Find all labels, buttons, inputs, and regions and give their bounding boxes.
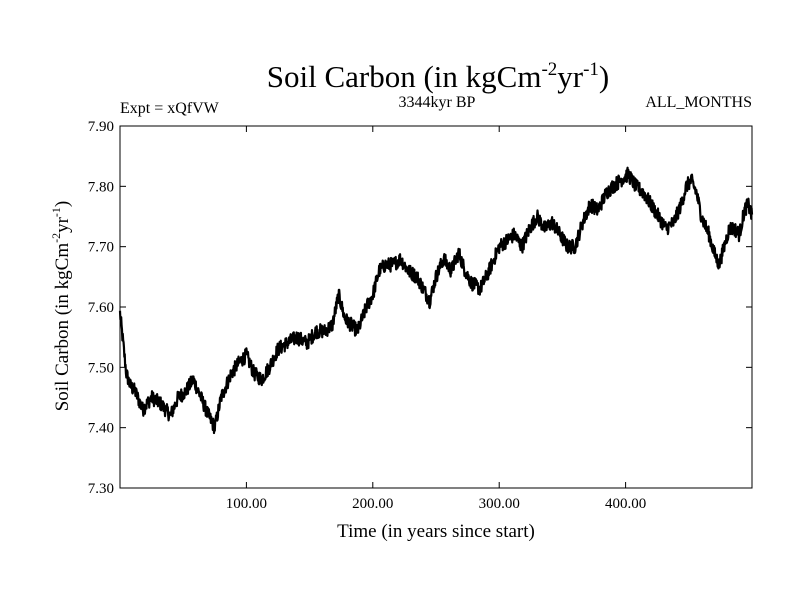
x-tick-label-2: 300.00 — [479, 496, 520, 512]
months-label: ALL_MONTHS — [645, 94, 752, 111]
plot-frame — [119, 125, 753, 489]
x-tick-label-3: 400.00 — [605, 496, 646, 512]
y-tick-label-6: 7.90 — [88, 119, 114, 135]
y-tick-label-1: 7.40 — [88, 421, 114, 437]
x-tick-label-0: 100.00 — [226, 496, 267, 512]
y-tick-label-0: 7.30 — [88, 481, 114, 497]
y-tick-label-4: 7.70 — [88, 240, 114, 256]
x-axis-ticks: 100.00 200.00 300.00 400.00 — [226, 126, 646, 512]
y-tick-label-2: 7.50 — [88, 360, 114, 376]
x-tick-label-1: 200.00 — [352, 496, 393, 512]
series-layer — [118, 166, 754, 435]
y-axis-label: Soil Carbon (in kgCm-2yr-1) — [49, 201, 73, 412]
series-line-soil-carbon — [118, 166, 754, 435]
period-label: 3344kyr BP — [399, 94, 476, 111]
y-tick-label-5: 7.80 — [88, 179, 114, 195]
chart-title: Soil Carbon (in kgCm-2yr-1) — [267, 59, 610, 94]
experiment-label: Expt = xQfVW — [120, 100, 220, 117]
y-axis-ticks: 7.30 7.40 7.50 7.60 7.70 7.80 7.90 — [88, 119, 752, 497]
y-tick-label-3: 7.60 — [88, 300, 114, 316]
x-axis-label: Time (in years since start) — [337, 521, 535, 542]
